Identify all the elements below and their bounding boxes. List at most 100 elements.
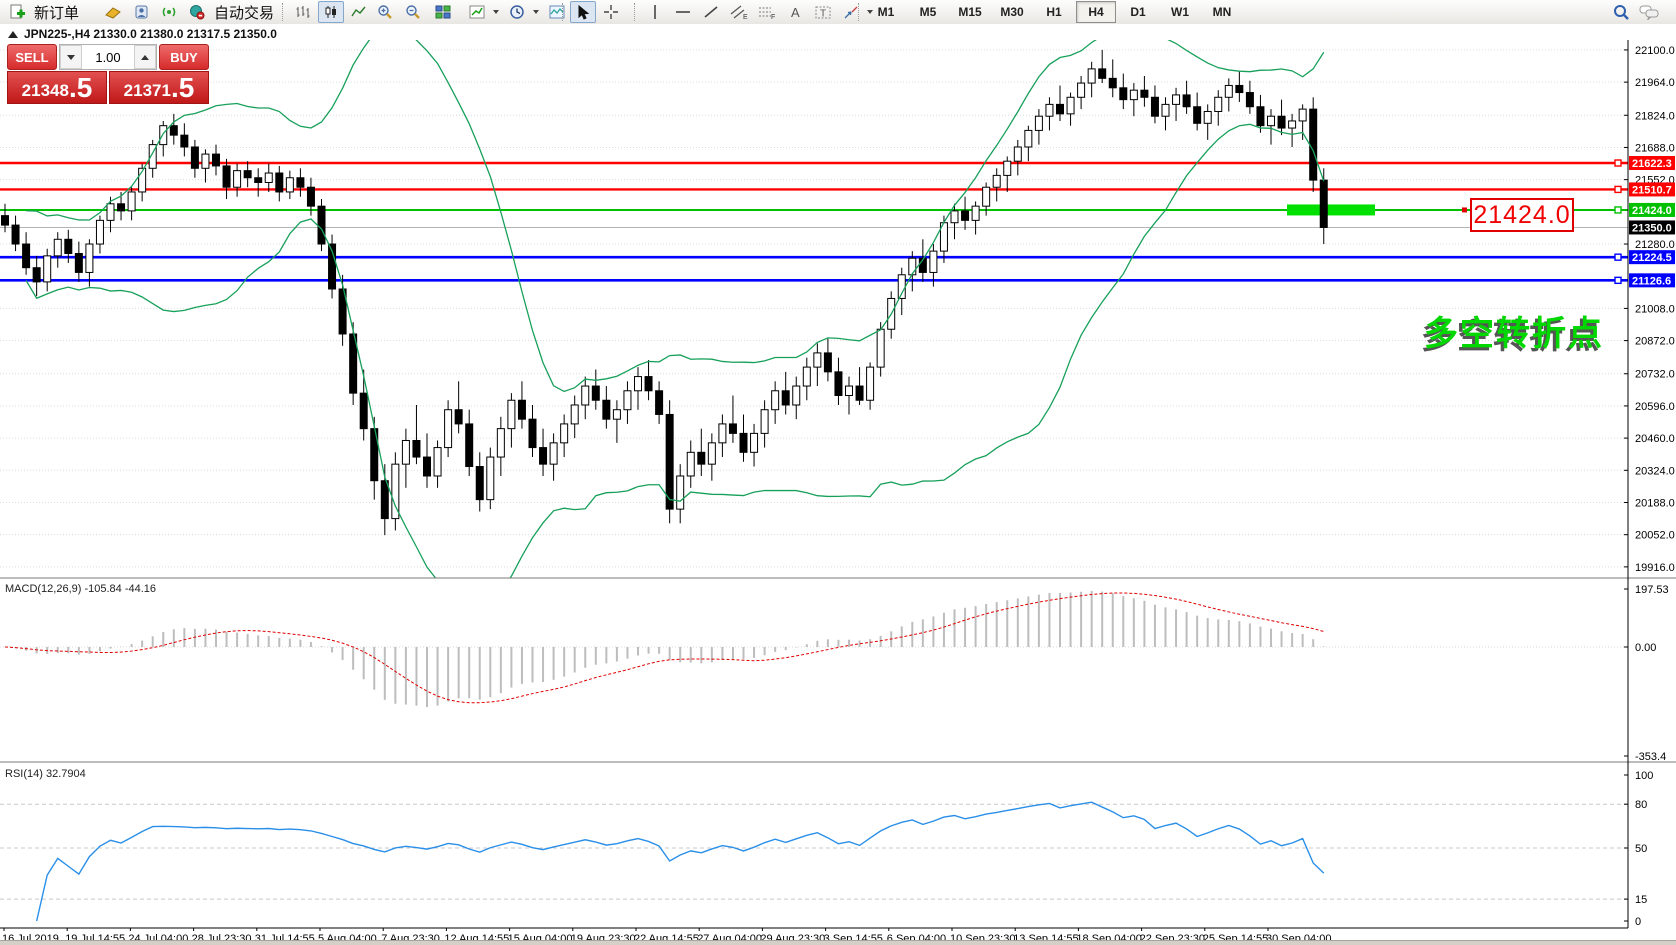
crosshair-button[interactable] xyxy=(598,1,624,23)
level-anchor[interactable] xyxy=(1614,185,1622,194)
timeframe-button-m30[interactable]: M30 xyxy=(1000,5,1024,19)
level-anchor[interactable] xyxy=(1614,276,1622,285)
level-anchor[interactable] xyxy=(1614,159,1622,167)
triangle-down-icon xyxy=(67,54,75,60)
channel-tool[interactable]: E xyxy=(726,1,752,23)
svg-text:20872.0: 20872.0 xyxy=(1635,336,1675,348)
zoom-out-icon xyxy=(406,5,420,19)
timeframe-button-h4[interactable]: H4 xyxy=(1076,1,1116,23)
volume-input[interactable]: 1.00 xyxy=(95,49,121,65)
sell-price-box[interactable]: 21348.5 xyxy=(7,71,107,104)
cursor-group xyxy=(570,0,624,24)
macd-axis-labels: 197.53 0.00 -353.4 xyxy=(1624,584,1669,763)
svg-text:20324.0: 20324.0 xyxy=(1635,465,1675,477)
svg-text:80: 80 xyxy=(1635,799,1647,811)
text-tool[interactable]: A xyxy=(782,1,808,23)
rsi-label: RSI(14) 32.7904 xyxy=(5,768,86,780)
collapse-icon[interactable] xyxy=(8,30,18,38)
bollinger-bands xyxy=(25,40,1325,578)
sell-button[interactable]: SELL xyxy=(7,44,57,70)
text-tool-icon: A xyxy=(791,5,800,20)
new-order-label[interactable]: 新订单 xyxy=(34,4,80,22)
timeframe-button-d1[interactable]: D1 xyxy=(1130,5,1146,19)
bar-chart-button[interactable] xyxy=(290,1,316,23)
cursor-arrow-icon xyxy=(578,4,590,20)
price-tags[interactable]: 21622.3 21510.7 21424.0 21350.0 21224.5 21126… xyxy=(1629,156,1675,288)
svg-text:21510.7: 21510.7 xyxy=(1632,184,1672,196)
timeframe-button-w1[interactable]: W1 xyxy=(1171,5,1189,19)
price-axis-labels: 22100.021964.021824.021688.021552.021280… xyxy=(1624,45,1675,574)
autotrading-button[interactable] xyxy=(184,1,210,23)
buy-button[interactable]: BUY xyxy=(159,44,209,70)
buy-price-pip: .5 xyxy=(170,72,195,103)
zoom-in-button[interactable] xyxy=(372,1,398,23)
trendline-tool[interactable] xyxy=(698,1,724,23)
chat-button[interactable] xyxy=(1636,1,1662,23)
horizontal-line-tool[interactable] xyxy=(670,1,696,23)
periods-button[interactable] xyxy=(504,1,530,23)
macd-histogram xyxy=(14,591,1325,708)
timeframe-button-mn[interactable]: MN xyxy=(1212,5,1232,19)
triangle-up-icon xyxy=(141,54,149,60)
drawing-tools-group: E F A T xyxy=(642,0,876,24)
timeframe-button-m5[interactable]: M5 xyxy=(919,5,937,19)
ticket-button[interactable] xyxy=(100,1,126,23)
candlestick-chart-icon xyxy=(325,6,336,18)
svg-text:22100.0: 22100.0 xyxy=(1635,45,1675,57)
level-anchor[interactable] xyxy=(1614,206,1622,214)
price-callout-box[interactable]: 21424.0 xyxy=(1470,198,1574,232)
svg-text:21126.6: 21126.6 xyxy=(1632,275,1671,287)
svg-text:21622.3: 21622.3 xyxy=(1632,158,1672,170)
chart-canvas[interactable]: 22100.021964.021824.021688.021552.021280… xyxy=(0,24,1676,945)
periods-dropdown-arrow[interactable] xyxy=(533,10,539,14)
rsi-level-lines xyxy=(0,803,1628,900)
svg-text:E: E xyxy=(743,14,748,20)
arrows-icon xyxy=(844,6,858,18)
svg-text:20052.0: 20052.0 xyxy=(1635,530,1675,542)
crosshair-icon xyxy=(604,5,618,19)
zoom-out-button[interactable] xyxy=(400,1,426,23)
timeframe-button-h1[interactable]: H1 xyxy=(1046,5,1062,19)
volume-increase-button[interactable] xyxy=(134,45,156,69)
toolbar-right-group xyxy=(1608,0,1662,24)
rsi-axis-labels: 100 80 50 15 0 xyxy=(1624,770,1653,928)
buy-price-box[interactable]: 21371.5 xyxy=(109,71,209,104)
new-order-icon xyxy=(10,4,25,19)
new-order-button[interactable] xyxy=(4,1,30,23)
horizontal-level-lines[interactable] xyxy=(0,159,1628,285)
svg-text:21824.0: 21824.0 xyxy=(1635,110,1675,122)
svg-text:20732.0: 20732.0 xyxy=(1635,369,1675,381)
chinese-annotation[interactable]: 多空转折点 xyxy=(1424,315,1604,353)
highlight-rectangle[interactable] xyxy=(1287,204,1375,216)
periods-clock-icon xyxy=(510,5,524,19)
volume-decrease-button[interactable] xyxy=(60,45,82,69)
fibonacci-tool[interactable]: F xyxy=(754,1,780,23)
line-chart-button[interactable] xyxy=(346,1,372,23)
timeframe-group: M1 M5 M15 M30 H1 H4 D1 W1 MN xyxy=(866,0,1242,24)
svg-text:0.00: 0.00 xyxy=(1635,642,1656,654)
svg-text:21224.5: 21224.5 xyxy=(1632,252,1672,264)
svg-text:A: A xyxy=(791,5,800,20)
chart-area[interactable]: 22100.0 21964.0 21824.0 21688.0 21552.0 21280… xyxy=(0,24,1676,945)
level-anchor[interactable] xyxy=(1614,253,1622,261)
arrows-tool[interactable] xyxy=(838,1,864,23)
search-button[interactable] xyxy=(1608,1,1634,23)
cursor-button[interactable] xyxy=(570,1,596,23)
timeframe-button-m15[interactable]: M15 xyxy=(958,5,982,19)
vertical-line-tool[interactable] xyxy=(642,1,668,23)
signal-button[interactable] xyxy=(156,1,182,23)
candlestick-chart-button[interactable] xyxy=(318,1,344,23)
signal-icon xyxy=(162,7,176,17)
autotrading-label[interactable]: 自动交易 xyxy=(214,4,275,22)
buy-price-main: 21371 xyxy=(123,81,171,100)
arrows-dropdown-arrow[interactable] xyxy=(867,10,873,14)
templates-button[interactable] xyxy=(544,1,570,23)
svg-text:197.53: 197.53 xyxy=(1635,584,1669,596)
tile-windows-button[interactable] xyxy=(430,1,456,23)
profile-button[interactable] xyxy=(128,1,154,23)
indicators-dropdown-arrow[interactable] xyxy=(493,10,499,14)
timeframe-button-m1[interactable]: M1 xyxy=(877,5,895,19)
indicators-button[interactable] xyxy=(464,1,490,23)
label-tool[interactable]: T xyxy=(810,1,836,23)
